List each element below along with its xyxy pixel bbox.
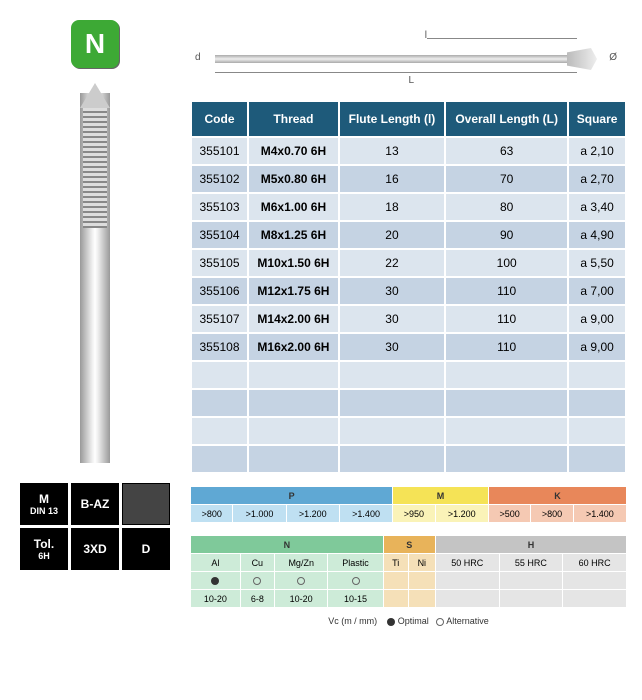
spec-box: Tol.6H [20, 528, 68, 570]
table-header: Code [191, 101, 248, 137]
table-header: Square [568, 101, 626, 137]
table-row: 355102M5x0.80 6H1670a 2,70 [191, 165, 626, 193]
table-row: 355108M16x2.00 6H30110a 9,00 [191, 333, 626, 361]
material-table: PMK>800>1.000>1.200>1.400>950>1.200>500>… [190, 486, 627, 523]
table-row: 355104M8x1.25 6H2090a 4,90 [191, 221, 626, 249]
spec-box: D [122, 528, 170, 570]
material-badge: N [71, 20, 119, 68]
table-row-empty [191, 361, 626, 389]
table-header: Flute Length (l) [339, 101, 445, 137]
table-row-empty [191, 417, 626, 445]
table-row-empty [191, 445, 626, 473]
table-row: 355105M10x1.50 6H22100a 5,50 [191, 249, 626, 277]
table-header: Overall Length (L) [445, 101, 568, 137]
table-header: Thread [248, 101, 339, 137]
specifications-table: CodeThreadFlute Length (l)Overall Length… [190, 100, 627, 474]
table-row: 355106M12x1.75 6H30110a 7,00 [191, 277, 626, 305]
spec-box: B-AZ [71, 483, 119, 525]
spec-box: MDIN 13 [20, 483, 68, 525]
spec-grid: MDIN 13B-AZTol.6H3XDD [20, 483, 170, 570]
dimension-diagram: d l Ø L [190, 20, 627, 90]
tap-image [80, 93, 110, 463]
table-row-empty [191, 389, 626, 417]
table-row: 355101M4x0.70 6H1363a 2,10 [191, 137, 626, 165]
material-table: NSHAlCuMg/ZnPlasticTiNi50 HRC55 HRC60 HR… [190, 535, 627, 608]
spec-box: 3XD [71, 528, 119, 570]
table-row: 355103M6x1.00 6H1880a 3,40 [191, 193, 626, 221]
legend: Vc (m / mm) Optimal Alternative [190, 616, 627, 626]
spec-box [122, 483, 170, 525]
table-row: 355107M14x2.00 6H30110a 9,00 [191, 305, 626, 333]
